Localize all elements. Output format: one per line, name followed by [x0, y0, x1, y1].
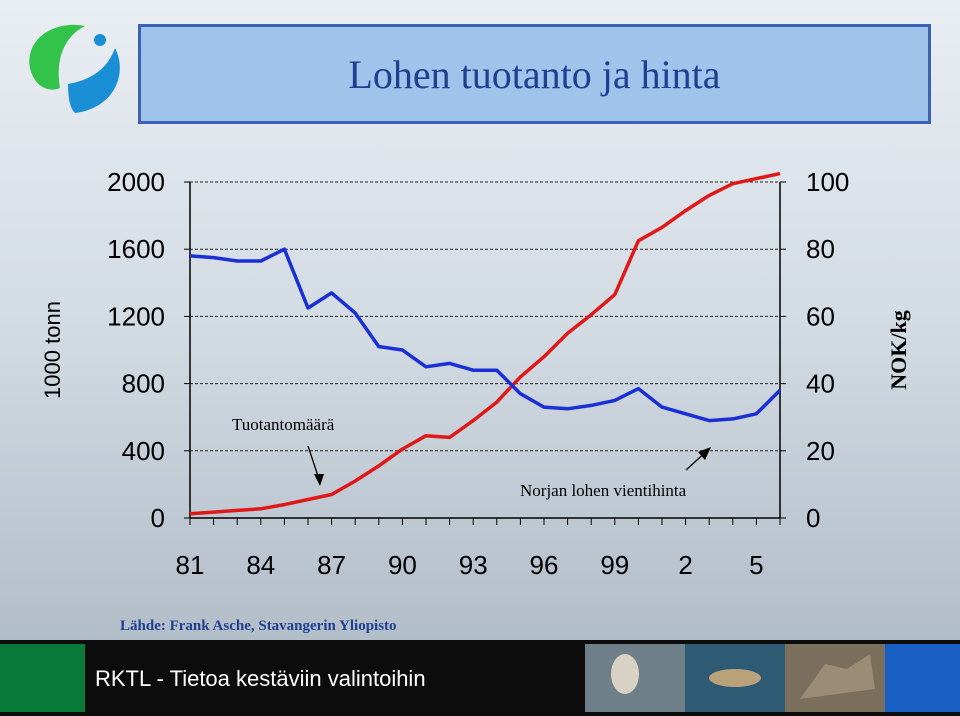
source-note: Lähde: Frank Asche, Stavangerin Yliopist…	[120, 618, 397, 634]
y-tick-left: 0	[151, 503, 165, 533]
x-tick-label: 93	[459, 550, 488, 580]
x-tick-label: 90	[388, 550, 417, 580]
x-tick-label: 2	[678, 550, 692, 580]
footer-text: RKTL - Tietoa kestäviin valintoihin	[95, 666, 426, 691]
y-tick-left: 1600	[107, 234, 165, 264]
y-axis-title-right: NOK/kg	[886, 310, 911, 389]
y-axis-title-left: 1000 tonn	[40, 301, 65, 399]
footer-photos	[585, 644, 885, 712]
y-tick-right: 80	[806, 234, 835, 264]
y-tick-left: 800	[122, 369, 165, 399]
page-title: Lohen tuotanto ja hinta	[348, 51, 721, 97]
x-tick-label: 81	[176, 550, 205, 580]
y-tick-right: 100	[806, 167, 849, 197]
y-tick-right: 20	[806, 436, 835, 466]
plot-area	[190, 182, 780, 518]
y-tick-right: 60	[806, 301, 835, 331]
x-tick-label: 87	[317, 550, 346, 580]
footer-blue-bar	[885, 644, 960, 712]
annotation-arrowhead-production	[314, 474, 324, 486]
footer-left-band	[0, 644, 85, 712]
logo-icon	[29, 24, 120, 113]
x-tick-label: 84	[246, 550, 275, 580]
annotation-price: Norjan lohen vientihinta	[520, 481, 687, 500]
x-tick-label: 99	[600, 550, 629, 580]
title-banner: Lohen tuotanto ja hinta	[138, 24, 931, 124]
footer-bar: RKTL - Tietoa kestäviin valintoihin	[0, 640, 960, 716]
annotation-production: Tuotantomäärä	[232, 415, 335, 434]
y-tick-right: 0	[806, 503, 820, 533]
x-tick-label: 5	[749, 550, 763, 580]
y-tick-left: 1200	[107, 301, 165, 331]
y-tick-left: 2000	[107, 167, 165, 197]
x-tick-label: 96	[530, 550, 559, 580]
series-line-production	[189, 171, 781, 516]
y-tick-left: 400	[122, 436, 165, 466]
series-line-price	[189, 247, 782, 423]
y-tick-right: 40	[806, 369, 835, 399]
chart: 2000 1600 1200 800 400 0 100 80 60 40 20 0 81 84 87 90 9…	[40, 167, 911, 580]
annotation-arrowhead-price	[698, 447, 711, 460]
